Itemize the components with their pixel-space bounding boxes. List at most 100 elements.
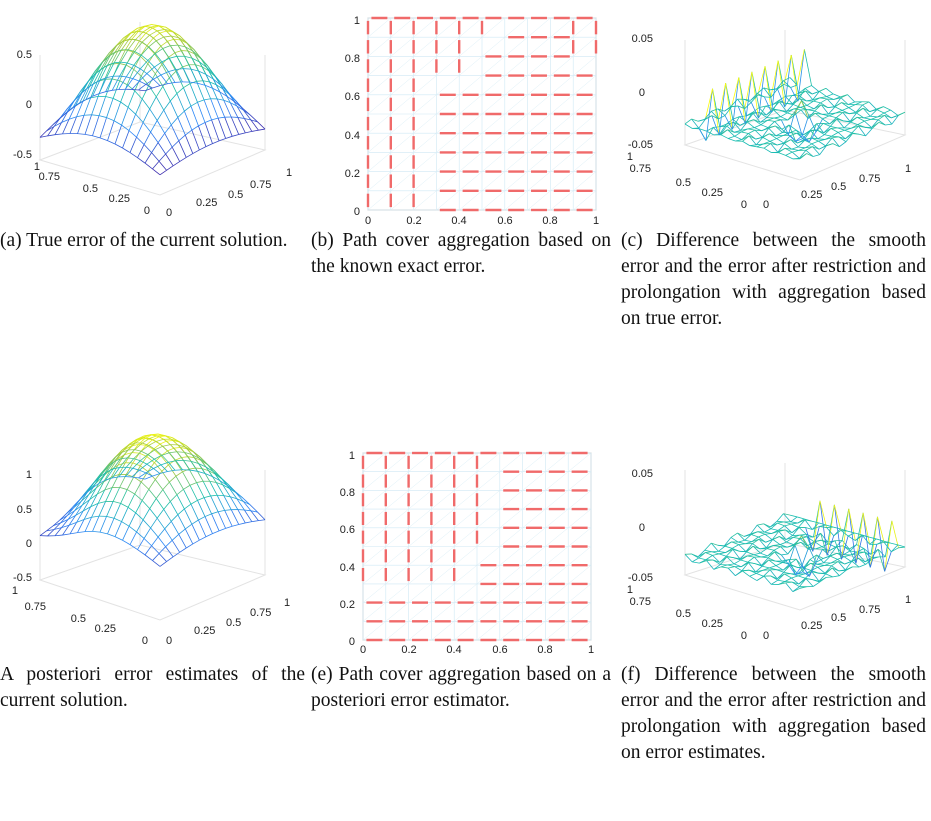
mesh-line	[99, 137, 108, 141]
mesh-line	[143, 24, 152, 27]
mesh-line	[163, 35, 172, 38]
difference-mesh	[684, 500, 906, 592]
mesh-line	[89, 72, 97, 87]
mesh-line	[183, 68, 191, 83]
mesh-line	[870, 115, 878, 118]
mesh-line	[855, 535, 863, 564]
caption-e: (e) Path cover aggregation based on a po…	[311, 662, 611, 714]
mesh-line	[774, 121, 783, 130]
mesh-line	[869, 544, 878, 568]
y-tick-label: 1	[34, 161, 40, 173]
y-tick-label: 0.5	[676, 608, 691, 620]
mesh-line	[154, 53, 163, 63]
mesh-line	[72, 94, 81, 109]
mesh-line	[135, 500, 143, 514]
mesh-line	[834, 106, 843, 111]
mesh-line	[783, 139, 792, 144]
mesh-line	[197, 470, 206, 474]
mesh-line	[765, 539, 773, 543]
mesh-line	[851, 132, 860, 135]
aggregation-plot-svg: 1 0.8 0.6 0.4 0.2 0 0 0.2 0.4 0.6 0.8 1	[345, 15, 599, 227]
mesh-line	[144, 545, 152, 556]
mesh-line	[184, 134, 194, 154]
mesh-line	[811, 520, 819, 524]
mesh-line	[890, 544, 899, 553]
grid-line	[362, 452, 569, 622]
mesh-line	[773, 544, 781, 546]
mesh-line	[66, 107, 74, 114]
mesh-line	[143, 538, 152, 547]
mesh-line	[110, 465, 119, 478]
mesh-line	[203, 99, 212, 121]
mesh-line	[98, 471, 107, 484]
mesh-line	[197, 500, 206, 517]
mesh-line	[784, 523, 792, 527]
mesh-line	[741, 133, 749, 140]
mesh-line	[137, 157, 146, 164]
mesh-line	[171, 540, 181, 553]
mesh-line	[166, 165, 174, 171]
mesh-line	[848, 508, 856, 541]
mesh-line	[756, 146, 765, 149]
mesh-line	[705, 552, 713, 556]
mesh-line	[826, 527, 835, 537]
mesh-line	[162, 489, 171, 502]
mesh-line	[826, 504, 835, 556]
mesh-line	[771, 100, 780, 113]
mesh-line	[119, 64, 127, 81]
mesh-line	[789, 132, 797, 134]
mesh-line	[100, 56, 109, 70]
mesh-line	[237, 509, 246, 524]
mesh-line	[779, 544, 788, 548]
z-tick-label: 1	[26, 469, 32, 481]
mesh-line	[166, 30, 174, 33]
y-tick-group: 1 0.8 0.6 0.4 0.2 0	[340, 450, 355, 648]
mesh-line	[245, 521, 252, 524]
mesh-line	[799, 150, 807, 159]
y-tick-label: 0.25	[702, 187, 723, 199]
y-tick-label: 0.8	[345, 53, 360, 65]
mesh-line	[738, 539, 745, 543]
axes-box	[683, 30, 907, 181]
mesh-line	[131, 469, 140, 478]
mesh-line	[119, 62, 128, 77]
difference-mesh	[684, 49, 906, 160]
mesh-line	[744, 534, 752, 541]
mesh-line	[234, 101, 243, 109]
grid-line	[362, 452, 500, 566]
grid-line	[390, 37, 597, 211]
mesh-line	[156, 109, 165, 121]
mesh-line	[131, 89, 139, 91]
mesh-line	[175, 471, 183, 477]
mesh-line	[184, 508, 193, 525]
mesh-line	[89, 487, 97, 500]
mesh-line	[813, 532, 821, 542]
mesh-line	[122, 539, 131, 545]
mesh-line	[135, 437, 144, 444]
mesh-line	[798, 519, 806, 528]
mesh-line	[885, 123, 892, 126]
mesh-line	[877, 119, 886, 126]
mesh-line	[153, 74, 162, 80]
mesh-line	[118, 76, 127, 90]
mesh-line	[210, 494, 218, 497]
mesh-line	[811, 143, 820, 150]
mesh-line	[187, 50, 195, 55]
x-tick-label: 0.8	[542, 215, 557, 227]
mesh-line	[765, 539, 774, 548]
mesh-line	[110, 51, 119, 65]
mesh-line	[121, 521, 130, 527]
mesh-line	[119, 80, 128, 86]
mesh-line	[169, 481, 178, 495]
mesh-line	[822, 115, 830, 120]
mesh-line	[128, 30, 137, 40]
mesh-line	[725, 549, 734, 557]
mesh-line	[857, 120, 865, 125]
y-tick-label: 0.4	[345, 130, 360, 142]
mesh-line	[77, 531, 86, 534]
mesh-line	[72, 103, 80, 109]
mesh-line	[249, 114, 258, 123]
mesh-line	[39, 130, 47, 138]
mesh-line	[847, 532, 855, 537]
mesh-line	[154, 61, 163, 68]
